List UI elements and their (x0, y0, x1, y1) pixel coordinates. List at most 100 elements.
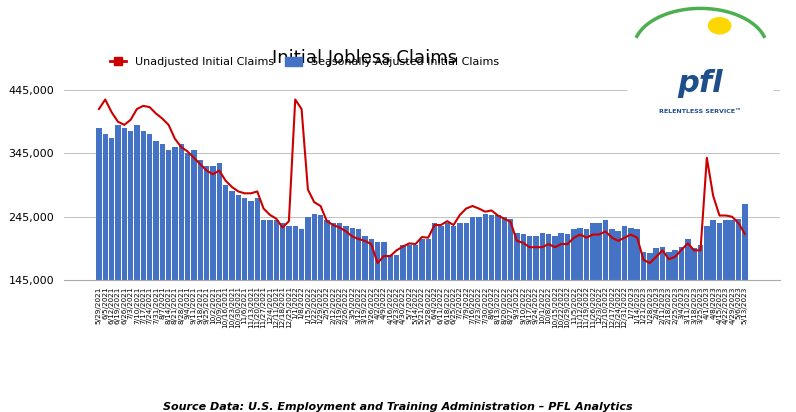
Bar (147, 134, 152, 280)
Bar (287, 226, 291, 280)
Bar (159, 144, 165, 280)
Bar (521, 234, 526, 280)
Bar (679, 246, 685, 280)
Bar (527, 236, 533, 280)
Bar (191, 150, 197, 280)
Bar (166, 150, 171, 280)
Bar (141, 131, 146, 280)
Bar (692, 248, 696, 280)
Bar (641, 252, 646, 280)
Bar (457, 223, 462, 280)
Bar (736, 219, 741, 280)
Bar (609, 229, 615, 280)
Bar (267, 220, 272, 280)
Bar (362, 236, 368, 280)
Text: RELENTLESS SERVICE™: RELENTLESS SERVICE™ (659, 109, 742, 114)
Bar (559, 233, 564, 280)
Bar (96, 128, 102, 280)
Bar (482, 213, 488, 280)
Bar (463, 223, 469, 280)
Bar (305, 217, 310, 280)
Bar (318, 215, 323, 280)
Text: Source Data: U.S. Employment and Training Administration – PFL Analytics: Source Data: U.S. Employment and Trainin… (163, 402, 633, 412)
Bar (419, 239, 424, 280)
Bar (330, 223, 336, 280)
Bar (109, 138, 115, 280)
Bar (154, 141, 158, 280)
Bar (432, 223, 437, 280)
Bar (660, 246, 665, 280)
Bar (197, 160, 203, 280)
Bar (204, 166, 209, 280)
Bar (729, 220, 735, 280)
Bar (324, 220, 330, 280)
Bar (596, 223, 602, 280)
Bar (223, 185, 228, 280)
Bar (400, 245, 406, 280)
Bar (603, 220, 608, 280)
Bar (583, 229, 589, 280)
Bar (298, 229, 304, 280)
Bar (546, 234, 551, 280)
Bar (476, 217, 482, 280)
Bar (103, 134, 108, 280)
Bar (742, 204, 747, 280)
Bar (666, 252, 672, 280)
Bar (572, 229, 576, 280)
Bar (673, 250, 678, 280)
Bar (311, 213, 317, 280)
Bar (717, 223, 722, 280)
Bar (495, 215, 501, 280)
Title: Initial Jobless Claims: Initial Jobless Claims (272, 49, 457, 67)
Bar (375, 242, 380, 280)
Bar (540, 233, 545, 280)
Bar (711, 220, 716, 280)
Bar (508, 219, 513, 280)
Bar (255, 198, 260, 280)
Bar (343, 226, 349, 280)
Bar (356, 229, 361, 280)
Bar (236, 194, 241, 280)
Bar (565, 234, 570, 280)
Bar (280, 223, 285, 280)
Bar (248, 201, 254, 280)
Bar (178, 144, 184, 280)
Bar (698, 245, 703, 280)
Bar (577, 227, 583, 280)
Bar (647, 253, 653, 280)
Bar (381, 242, 387, 280)
Bar (533, 236, 539, 280)
Bar (470, 217, 475, 280)
Bar (274, 220, 279, 280)
Bar (451, 226, 456, 280)
Bar (172, 147, 178, 280)
Bar (685, 239, 690, 280)
Bar (438, 226, 443, 280)
Bar (552, 236, 557, 280)
Bar (489, 215, 494, 280)
Bar (293, 226, 298, 280)
Bar (628, 227, 634, 280)
Bar (501, 217, 507, 280)
Bar (413, 245, 418, 280)
Bar (590, 223, 595, 280)
Bar (704, 226, 709, 280)
Bar (115, 125, 121, 280)
Bar (394, 255, 400, 280)
Bar (426, 239, 431, 280)
Bar (229, 192, 235, 280)
Bar (242, 198, 248, 280)
Bar (615, 231, 621, 280)
Bar (723, 220, 728, 280)
Circle shape (708, 18, 731, 34)
Bar (185, 153, 190, 280)
Bar (210, 166, 216, 280)
Bar (388, 255, 393, 280)
Bar (622, 226, 627, 280)
Bar (444, 223, 450, 280)
Bar (122, 128, 127, 280)
Bar (337, 223, 342, 280)
Legend: Unadjusted Initial Claims, Seasonally Adjusted Initial Claims: Unadjusted Initial Claims, Seasonally Ad… (105, 53, 503, 72)
Bar (349, 227, 355, 280)
FancyBboxPatch shape (628, 22, 773, 126)
